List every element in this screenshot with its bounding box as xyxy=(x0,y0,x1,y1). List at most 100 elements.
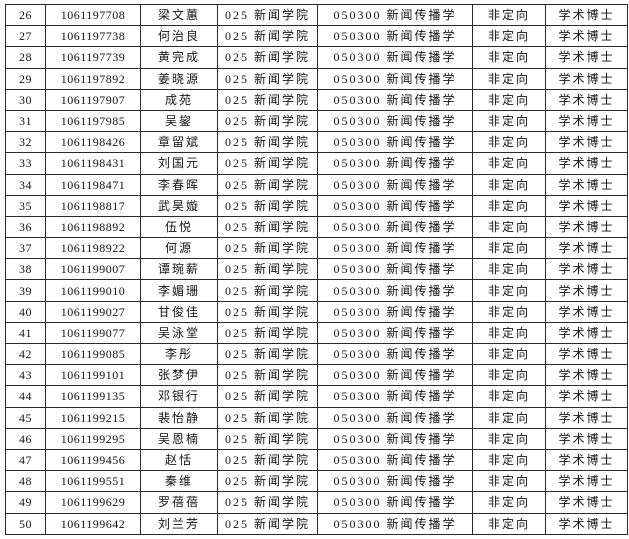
name-cell: 梁文蕙 xyxy=(140,3,218,27)
name-cell: 黄完成 xyxy=(140,46,218,69)
college-cell: 025 新闻学院 xyxy=(217,215,318,239)
major-cell: 050300 新闻传播学 xyxy=(317,152,473,175)
table-row: 35 1061198817 武昊嫙 025 新闻学院 050300 新闻传播学 非定向 学术… xyxy=(5,194,628,217)
study-mode-cell: 非定向 xyxy=(472,512,546,535)
college-cell: 025 新闻学院 xyxy=(217,46,318,69)
college-cell: 025 新闻学院 xyxy=(217,67,318,90)
major-cell: 050300 新闻传播学 xyxy=(317,385,473,408)
candidate-id-cell: 1061197907 xyxy=(45,88,141,111)
row-number-cell: 49 xyxy=(5,491,46,514)
candidate-id-cell: 1061199456 xyxy=(45,448,141,472)
table-row: 48 1061199551 秦维 025 新闻学院 050300 新闻传播学 非定向 学术博… xyxy=(5,470,628,493)
candidate-id-cell: 1061199295 xyxy=(45,427,141,450)
table-row: 28 1061197739 黄完成 025 新闻学院 050300 新闻传播学 非定向 学术… xyxy=(5,46,628,69)
candidate-id-cell: 1061199027 xyxy=(45,300,141,323)
table-row: 45 1061199215 裴怡静 025 新闻学院 050300 新闻传播学 非定向 学术… xyxy=(5,406,628,429)
major-cell: 050300 新闻传播学 xyxy=(317,215,473,239)
college-cell: 025 新闻学院 xyxy=(217,3,318,27)
name-cell: 何治良 xyxy=(140,25,218,48)
table-row: 32 1061198426 章留斌 025 新闻学院 050300 新闻传播学 非定向 学术… xyxy=(5,131,628,154)
name-cell: 秦维 xyxy=(140,470,218,493)
candidate-id-cell: 1061199642 xyxy=(45,512,141,535)
row-number-cell: 48 xyxy=(5,470,46,493)
candidate-id-cell: 1061197985 xyxy=(45,109,141,133)
college-cell: 025 新闻学院 xyxy=(217,512,318,535)
college-cell: 025 新闻学院 xyxy=(217,173,318,196)
name-cell: 伍悦 xyxy=(140,215,218,239)
row-number-cell: 43 xyxy=(5,364,46,387)
major-cell: 050300 新闻传播学 xyxy=(317,46,473,69)
degree-type-cell: 学术博士 xyxy=(545,406,628,429)
degree-type-cell: 学术博士 xyxy=(545,427,628,450)
study-mode-cell: 非定向 xyxy=(472,237,546,260)
major-cell: 050300 新闻传播学 xyxy=(317,342,473,366)
row-number-cell: 31 xyxy=(5,109,46,133)
admission-table-body: 26 1061197708 梁文蕙 025 新闻学院 050300 新闻传播学 非定向 学术… xyxy=(5,3,628,535)
name-cell: 张梦伊 xyxy=(140,364,218,387)
row-number-cell: 29 xyxy=(5,67,46,90)
study-mode-cell: 非定向 xyxy=(472,427,546,450)
candidate-id-cell: 1061199077 xyxy=(45,321,141,345)
major-cell: 050300 新闻传播学 xyxy=(317,427,473,450)
degree-type-cell: 学术博士 xyxy=(545,279,628,302)
college-cell: 025 新闻学院 xyxy=(217,279,318,302)
name-cell: 李媚珊 xyxy=(140,279,218,302)
major-cell: 050300 新闻传播学 xyxy=(317,448,473,472)
name-cell: 姜晓源 xyxy=(140,67,218,90)
degree-type-cell: 学术博士 xyxy=(545,448,628,472)
name-cell: 成苑 xyxy=(140,88,218,111)
degree-type-cell: 学术博士 xyxy=(545,67,628,90)
major-cell: 050300 新闻传播学 xyxy=(317,25,473,48)
college-cell: 025 新闻学院 xyxy=(217,470,318,493)
study-mode-cell: 非定向 xyxy=(472,491,546,514)
table-row: 47 1061199456 赵恬 025 新闻学院 050300 新闻传播学 非定向 学术博… xyxy=(5,448,628,472)
major-cell: 050300 新闻传播学 xyxy=(317,173,473,196)
name-cell: 武昊嫙 xyxy=(140,194,218,217)
college-cell: 025 新闻学院 xyxy=(217,448,318,472)
major-cell: 050300 新闻传播学 xyxy=(317,67,473,90)
study-mode-cell: 非定向 xyxy=(472,25,546,48)
major-cell: 050300 新闻传播学 xyxy=(317,491,473,514)
row-number-cell: 47 xyxy=(5,448,46,472)
degree-type-cell: 学术博士 xyxy=(545,342,628,366)
candidate-id-cell: 1061197708 xyxy=(45,3,141,27)
table-row: 27 1061197738 何治良 025 新闻学院 050300 新闻传播学 非定向 学术… xyxy=(5,25,628,48)
college-cell: 025 新闻学院 xyxy=(217,406,318,429)
degree-type-cell: 学术博士 xyxy=(545,258,628,281)
row-number-cell: 44 xyxy=(5,385,46,408)
degree-type-cell: 学术博士 xyxy=(545,215,628,239)
study-mode-cell: 非定向 xyxy=(472,88,546,111)
study-mode-cell: 非定向 xyxy=(472,342,546,366)
candidate-id-cell: 1061199551 xyxy=(45,470,141,493)
table-row: 29 1061197892 姜晓源 025 新闻学院 050300 新闻传播学 非定向 学术… xyxy=(5,67,628,90)
study-mode-cell: 非定向 xyxy=(472,67,546,90)
row-number-cell: 45 xyxy=(5,406,46,429)
table-row: 37 1061198922 何源 025 新闻学院 050300 新闻传播学 非定向 学术博… xyxy=(5,237,628,260)
major-cell: 050300 新闻传播学 xyxy=(317,512,473,535)
major-cell: 050300 新闻传播学 xyxy=(317,237,473,260)
candidate-id-cell: 1061199007 xyxy=(45,258,141,281)
major-cell: 050300 新闻传播学 xyxy=(317,470,473,493)
table-row: 43 1061199101 张梦伊 025 新闻学院 050300 新闻传播学 非定向 学术… xyxy=(5,364,628,387)
college-cell: 025 新闻学院 xyxy=(217,364,318,387)
study-mode-cell: 非定向 xyxy=(472,215,546,239)
degree-type-cell: 学术博士 xyxy=(545,3,628,27)
row-number-cell: 37 xyxy=(5,237,46,260)
degree-type-cell: 学术博士 xyxy=(545,88,628,111)
name-cell: 刘国元 xyxy=(140,152,218,175)
degree-type-cell: 学术博士 xyxy=(545,512,628,535)
degree-type-cell: 学术博士 xyxy=(545,385,628,408)
major-cell: 050300 新闻传播学 xyxy=(317,364,473,387)
college-cell: 025 新闻学院 xyxy=(217,131,318,154)
major-cell: 050300 新闻传播学 xyxy=(317,279,473,302)
major-cell: 050300 新闻传播学 xyxy=(317,88,473,111)
college-cell: 025 新闻学院 xyxy=(217,194,318,217)
row-number-cell: 39 xyxy=(5,279,46,302)
degree-type-cell: 学术博士 xyxy=(545,109,628,133)
name-cell: 裴怡静 xyxy=(140,406,218,429)
study-mode-cell: 非定向 xyxy=(472,173,546,196)
study-mode-cell: 非定向 xyxy=(472,46,546,69)
college-cell: 025 新闻学院 xyxy=(217,88,318,111)
major-cell: 050300 新闻传播学 xyxy=(317,406,473,429)
row-number-cell: 28 xyxy=(5,46,46,69)
